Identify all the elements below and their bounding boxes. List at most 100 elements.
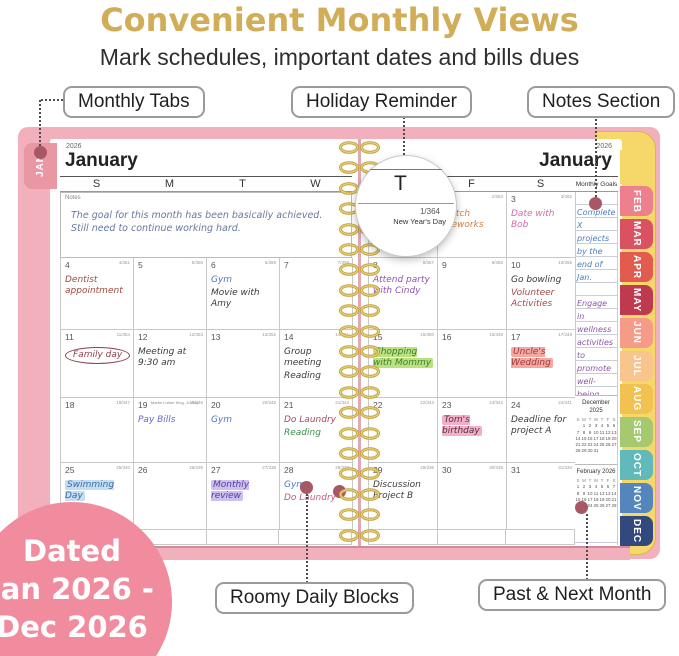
calendar-entry: Do Laundry (284, 493, 350, 504)
mini-day: 25 (593, 503, 599, 509)
mini-day: 10 (593, 429, 599, 435)
calendar-entry-text: Swimming Day (65, 480, 115, 501)
day-of-year: 13/352 (262, 332, 276, 337)
day-of-year: 22/343 (420, 400, 434, 405)
day-of-year: 7/358 (337, 260, 349, 265)
weekday-label: M (164, 178, 175, 190)
mini-weekday: T (588, 478, 592, 483)
calendar-entry-text: Deadline for project A (511, 415, 567, 436)
day-number: 28 (284, 465, 294, 475)
day-of-year: 5/360 (191, 260, 203, 265)
mini-calendar-title: February 2026 (576, 469, 616, 475)
day-number: 10 (511, 260, 521, 270)
mini-day: 31 (593, 448, 599, 454)
calendar-entry: Tom's birthday (442, 415, 504, 437)
day-of-year: 3/362 (560, 194, 572, 199)
weekday-label: W (310, 178, 321, 190)
calendar-entry-text: Do Laundry (284, 493, 336, 503)
day-cell: 31 31/334 (507, 463, 576, 530)
mini-day: 16 (587, 435, 593, 441)
mini-weekday: F (606, 417, 610, 422)
day-entries: Dentist appointment (61, 258, 133, 297)
mini-day: 6 (606, 484, 610, 490)
day-entries: Gym Movie with Amy (207, 258, 279, 310)
day-of-year: 17/348 (558, 332, 572, 337)
day-cell: 16 16/349 (438, 330, 507, 398)
calendar-entry: Family day (65, 347, 131, 364)
mini-day: 11 (593, 490, 599, 496)
mini-day: 26 (605, 442, 611, 448)
callout-marker-notes-section (589, 197, 602, 210)
weekday-label: S (92, 178, 101, 190)
calendar-entry-text: Pay Bills (138, 415, 176, 425)
day-number: 20 (211, 400, 221, 410)
mini-day: 23 (587, 442, 593, 448)
day-cell: 21 21/344 Do Laundry Reading (280, 398, 353, 463)
badge-line-2: Jan 2026 - (0, 572, 154, 606)
day-of-year: 24/341 (558, 400, 572, 405)
day-of-year: 12/353 (189, 332, 203, 337)
callout-marker-daily-block (300, 481, 313, 494)
weekday-label: S (536, 178, 545, 190)
empty-cell (506, 530, 576, 544)
calendar-entry-text: Go bowling (511, 275, 562, 285)
left-page-year: 2026 (66, 143, 82, 150)
page-edge-tab (620, 150, 648, 184)
calendar-entry-text: Dentist appointment (65, 275, 123, 296)
mini-day: 21 (575, 442, 581, 448)
mini-day: 2 (582, 484, 586, 490)
magnified-weekday: T (394, 172, 407, 195)
calendar-entry: Attend party with Cindy (373, 275, 435, 297)
day-entries: Attend party with Cindy (369, 258, 437, 297)
left-page-month: January (65, 150, 138, 171)
calendar-entry: Dentist appointment (65, 275, 131, 297)
mini-day: 4 (594, 484, 598, 490)
mini-day: 3 (594, 423, 598, 429)
month-tab-dec: DEC (620, 516, 653, 546)
mini-weekday: W (593, 478, 599, 483)
mini-weekday: T (588, 417, 592, 422)
right-page-month: January (539, 150, 612, 171)
day-number: 17 (511, 332, 521, 342)
calendar-entry-text: Gym (211, 415, 233, 425)
day-number: 24 (511, 400, 521, 410)
day-of-year: 18/347 (116, 400, 130, 405)
connector-line (403, 117, 405, 155)
day-number: 9 (442, 260, 447, 270)
day-entries: Gym (207, 398, 279, 426)
right-overflow-row (368, 530, 576, 545)
day-cell: 13 13/352 (207, 330, 280, 398)
day-of-year: 15/350 (420, 332, 434, 337)
calendar-entry: Go bowling (511, 275, 573, 286)
mini-weekday: T (600, 478, 604, 483)
mini-weekday: W (593, 417, 599, 422)
day-cell: 6 6/359 Gym Movie with Amy (207, 258, 280, 330)
spiral-coil (338, 304, 382, 317)
day-number: 12 (138, 332, 148, 342)
day-entries: Discussion Project B (369, 463, 437, 502)
calendar-entry: Deadline for project A (511, 415, 573, 437)
day-cell: 20 20/345 Gym (207, 398, 280, 463)
mini-day: 28 (611, 503, 617, 509)
calendar-entry: Meeting at 9:30 am (138, 347, 204, 369)
calendar-entry-text: Movie with Amy (211, 288, 260, 309)
mini-day (611, 448, 617, 454)
planner-open-pages (50, 139, 622, 546)
mini-weekday: S (612, 478, 616, 483)
day-number: 30 (442, 465, 452, 475)
day-number: 27 (211, 465, 221, 475)
day-cell: 26 26/339 (134, 463, 207, 530)
weekday-label: T (239, 178, 246, 190)
mini-day: 2 (588, 423, 592, 429)
month-tab-label: AUG (631, 386, 642, 412)
day-cell: 3 3/362 Date with Bob (507, 192, 576, 258)
day-cell: 24 24/341 Deadline for project A (507, 398, 576, 463)
mini-calendar: February 2026 S M T W T F S 1 2 3 4 5 6 7 8 9 10 11 12 13 14 1… (575, 464, 617, 533)
spiral-coil (338, 528, 382, 542)
mini-day: 7 (612, 484, 616, 490)
day-cell: 22 22/343 (369, 398, 438, 463)
weekday-label: F (468, 178, 475, 190)
mini-day: 15 (575, 496, 581, 502)
